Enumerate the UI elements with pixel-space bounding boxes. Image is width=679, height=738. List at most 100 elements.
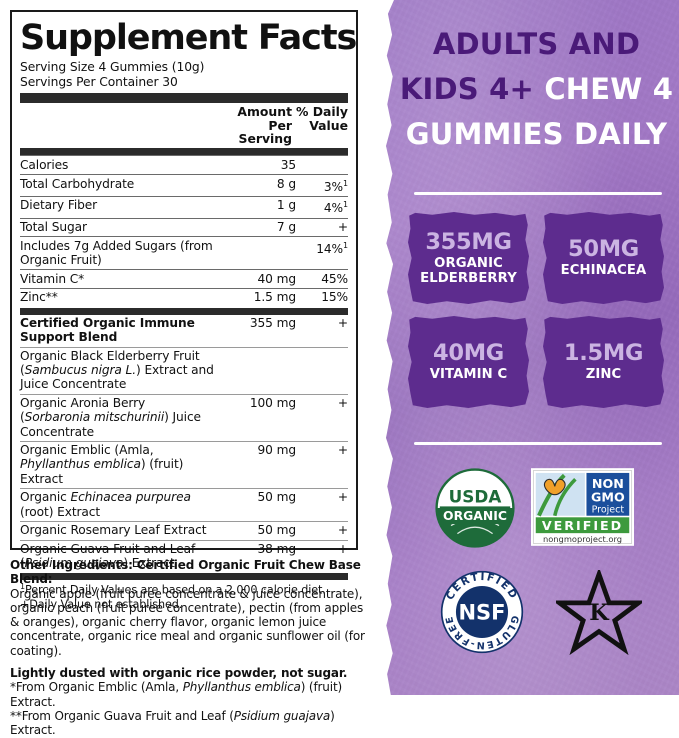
row-amount <box>218 347 296 394</box>
blend-table: Certified Organic Immune Support Blend 355… <box>20 315 348 573</box>
row-daily-value: 15% <box>321 290 348 305</box>
ingredient-badge: 1.5MG ZINC <box>543 316 664 408</box>
certification-row-2: CERTIFIED GLUTEN-FREE NSF K <box>378 566 679 666</box>
row-amount: 8 g <box>276 176 296 191</box>
ingredient-badge: 50MG ECHINACEA <box>543 212 664 304</box>
footnote-marker: 1 <box>20 582 25 592</box>
row-amount: 50 mg <box>257 523 297 538</box>
other-ingredients-heading: Other Ingredients: Certified Organic Fru… <box>10 558 361 587</box>
divider-bottom <box>414 442 662 445</box>
nutrition-table: Calories 35 Total Carbohydrate 8 g 3%1 Dietar… <box>20 155 348 306</box>
nongmo-url-text: nongmoproject.org <box>543 534 622 544</box>
dusting-note: Lightly dusted with organic rice powder,… <box>10 666 348 681</box>
table-row: Organic Black Elderberry Fruit (Sambucus… <box>20 347 348 394</box>
row-daily-value: + <box>337 523 348 538</box>
headline-kids: KIDS 4+ <box>399 72 535 106</box>
other-ingredients-section: Other Ingredients: Certified Organic Fru… <box>10 558 372 738</box>
non-text: NON <box>592 476 624 491</box>
headline-line-3: GUMMIES DAILY <box>405 117 668 151</box>
table-column-headers: Amount Per Serving % Daily Value <box>20 103 348 147</box>
ingredient-badge: 40MG VITAMIN C <box>408 316 529 408</box>
headline-line-2: KIDS 4+ CHEW 4 <box>394 67 679 112</box>
row-daily-value: + <box>337 490 348 505</box>
row-label: Total Carbohydrate <box>20 176 135 191</box>
row-amount: 100 mg <box>249 396 296 411</box>
row-daily-value <box>296 347 348 394</box>
badge-amount: 355MG <box>425 229 512 255</box>
table-row: Includes 7g Added Sugars (from Organic F… <box>20 236 348 270</box>
row-daily-value <box>296 156 348 175</box>
table-row: Organic Guava Fruit and Leaf (Psidium gu… <box>20 540 348 572</box>
badge-label: ECHINACEA <box>560 263 647 279</box>
kosher-k-text: K <box>589 600 610 626</box>
row-amount: 40 mg <box>257 271 297 286</box>
usda-organic-icon: USDA ORGANIC <box>435 468 515 548</box>
gmo-text: GMO <box>591 489 625 504</box>
row-label: Organic Guava Fruit and Leaf (Psidium gu… <box>20 542 196 571</box>
table-row: Dietary Fiber 1 g 4%1 <box>20 196 348 218</box>
row-label: Organic Aronia Berry (Sorbaronia mitschu… <box>20 396 201 439</box>
row-label: Dietary Fiber <box>20 198 98 213</box>
divider-before-blend <box>20 307 348 315</box>
badge-amount: 1.5MG <box>563 340 644 367</box>
row-label: Organic Black Elderberry Fruit (Sambucus… <box>20 349 214 392</box>
badge-amount: 40MG <box>433 340 504 367</box>
row-amount: 35 <box>280 157 296 172</box>
verified-text: VERIFIED <box>542 518 623 533</box>
non-gmo-project-verified-icon: NON GMO Project VERIFIED nongmoproject.o… <box>531 468 634 546</box>
divider-thick-top <box>20 93 348 104</box>
supplement-facts-panel: Supplement Facts Serving Size 4 Gummies … <box>10 10 365 738</box>
row-daily-value: 45% <box>321 271 348 286</box>
ingredient-badges: 355MG ORGANIC ELDERBERRY 50MG ECHINACEA 40MG V… <box>408 212 664 408</box>
other-ingredients-body: Organic apple (fruit puree concentrate &… <box>10 586 365 658</box>
organic-text: ORGANIC <box>443 508 507 523</box>
table-row: Organic Emblic (Amla, Phyllanthus emblic… <box>20 441 348 488</box>
row-label: Organic Echinacea purpurea (root) Extrac… <box>20 490 191 519</box>
row-amount: 90 mg <box>257 443 297 458</box>
table-row: Total Carbohydrate 8 g 3%1 <box>20 174 348 197</box>
blend-daily-value: + <box>337 316 348 331</box>
footnote-daily-values: 1Percent Daily Values are based on a 2,0… <box>20 582 326 598</box>
row-daily-value: 14%1 <box>316 240 348 256</box>
row-amount <box>218 237 296 270</box>
supplement-facts-box: Supplement Facts Serving Size 4 Gummies … <box>10 10 358 611</box>
page-title: Supplement Facts <box>20 18 357 58</box>
footnote-dv-not-established: +Daily Value not established. <box>20 597 183 611</box>
row-amount: 50 mg <box>257 490 297 505</box>
divider-medium <box>20 148 348 156</box>
badge-label: VITAMIN C <box>429 367 508 383</box>
row-amount: 7 g <box>276 220 296 235</box>
row-amount: 1.5 mg <box>253 290 296 305</box>
table-row: Organic Echinacea purpurea (root) Extrac… <box>20 488 348 521</box>
row-label: Vitamin C* <box>20 271 85 286</box>
row-daily-value: + <box>337 396 348 411</box>
badge-label: ORGANIC ELDERBERRY <box>420 256 517 286</box>
divider-before-footnotes <box>20 573 348 581</box>
header-amount-per-serving: Amount Per Serving <box>237 104 292 146</box>
table-row: Zinc** 1.5 mg 15% <box>20 288 348 306</box>
ingredient-badge: 355MG ORGANIC ELDERBERRY <box>408 212 529 304</box>
row-daily-value: + <box>337 220 348 235</box>
table-row: Total Sugar 7 g + <box>20 218 348 237</box>
row-label: Total Sugar <box>20 220 87 235</box>
promo-panel: ADULTS AND KIDS 4+ CHEW 4 GUMMIES DAILY … <box>378 0 679 695</box>
row-label: Organic Rosemary Leaf Extract <box>20 523 207 538</box>
promo-headline: ADULTS AND KIDS 4+ CHEW 4 GUMMIES DAILY <box>394 22 679 157</box>
blend-label: Certified Organic Immune Support Blend <box>20 316 195 345</box>
nsf-text: NSF <box>458 601 505 625</box>
blend-amount: 355 mg <box>249 316 296 331</box>
zinc-source-note: **From Organic Guava Fruit and Leaf (Psi… <box>10 708 335 738</box>
row-daily-value: 3%1 <box>323 178 348 194</box>
servings-per-container: Servings Per Container 30 <box>20 74 178 89</box>
row-daily-value: + <box>337 542 348 556</box>
row-label: Zinc** <box>20 290 58 305</box>
blend-header-row: Certified Organic Immune Support Blend 355… <box>20 315 348 347</box>
row-amount: 1 g <box>276 198 296 213</box>
row-daily-value: + <box>337 443 348 458</box>
row-label: Organic Emblic (Amla, Phyllanthus emblic… <box>20 443 184 486</box>
nsf-certified-gluten-free-icon: CERTIFIED GLUTEN-FREE NSF <box>440 570 524 654</box>
row-label: Includes 7g Added Sugars (from Organic F… <box>20 238 213 268</box>
headline-chew: CHEW 4 <box>544 72 674 106</box>
row-label: Calories <box>20 157 69 172</box>
project-text: Project <box>592 505 625 516</box>
